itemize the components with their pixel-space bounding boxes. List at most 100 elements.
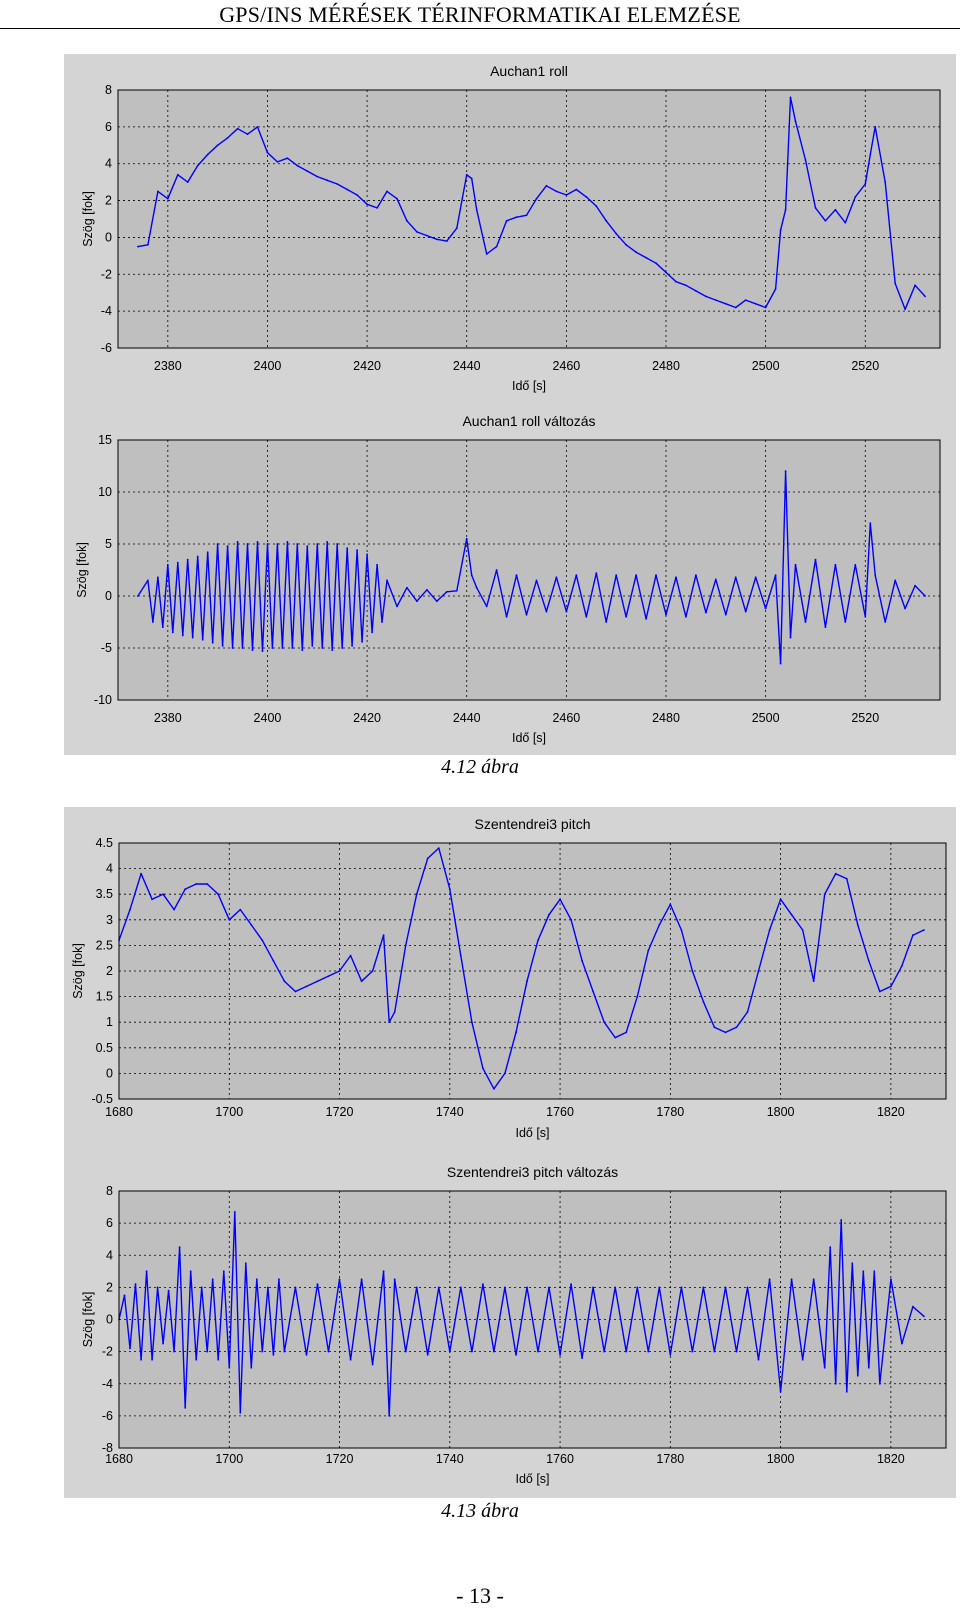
data-point	[605, 219, 608, 222]
x-axis-label: Idő [s]	[515, 1472, 549, 1486]
data-point	[123, 1294, 126, 1297]
x-tick-label: 2380	[154, 359, 182, 373]
y-tick-label: 3	[106, 913, 113, 927]
x-tick-label: 1800	[767, 1105, 795, 1119]
data-point	[162, 1342, 164, 1345]
y-tick-label: 4.5	[96, 836, 113, 850]
data-point	[393, 1278, 396, 1281]
y-tick-label: 10	[98, 485, 112, 499]
data-point	[603, 1021, 606, 1024]
data-point	[779, 898, 782, 901]
data-point	[338, 970, 341, 972]
data-point	[655, 574, 657, 577]
y-tick-label: 8	[105, 83, 112, 97]
data-point	[784, 208, 787, 211]
data-point	[884, 181, 887, 183]
data-point	[864, 183, 867, 185]
data-point	[595, 572, 598, 574]
data-point	[305, 1353, 308, 1356]
data-point	[191, 636, 194, 639]
data-point	[764, 607, 767, 610]
data-point	[406, 586, 408, 589]
data-point	[246, 133, 249, 136]
data-point	[360, 980, 363, 983]
data-point	[680, 1286, 683, 1289]
data-point	[669, 903, 672, 906]
data-point	[151, 898, 153, 901]
data-point	[744, 299, 747, 301]
x-tick-label: 2400	[254, 711, 282, 725]
data-point	[894, 579, 897, 582]
data-point	[757, 1358, 760, 1361]
data-point	[294, 1286, 297, 1289]
data-point	[386, 190, 388, 193]
data-point	[166, 563, 169, 566]
data-point	[321, 647, 324, 649]
y-tick-label: 15	[98, 433, 112, 447]
y-tick-label: -2	[101, 267, 112, 281]
data-point	[326, 541, 329, 543]
data-point	[376, 207, 378, 209]
data-point	[261, 650, 264, 652]
data-point	[222, 1270, 225, 1273]
data-point	[236, 541, 239, 543]
plot-area	[117, 439, 941, 701]
data-point	[311, 645, 314, 647]
data-point	[635, 251, 637, 254]
data-point	[537, 939, 539, 942]
data-point	[575, 574, 578, 577]
x-tick-label: 1680	[105, 1105, 133, 1119]
data-point	[283, 980, 286, 983]
data-point	[746, 1011, 749, 1013]
data-point	[691, 1350, 694, 1353]
data-point	[505, 615, 508, 618]
data-point	[834, 208, 837, 211]
data-point	[702, 1286, 705, 1289]
x-tick-label: 2480	[652, 359, 680, 373]
y-tick-label: -8	[102, 1441, 113, 1455]
data-point	[844, 221, 847, 224]
x-tick-label: 2420	[353, 359, 381, 373]
data-point	[504, 1286, 506, 1289]
data-point	[382, 1270, 385, 1273]
data-point	[406, 219, 408, 222]
data-point	[768, 929, 771, 931]
x-tick-label: 2440	[453, 359, 481, 373]
data-point	[801, 1358, 804, 1361]
data-point	[829, 1246, 832, 1249]
data-point	[912, 1305, 914, 1308]
data-point	[790, 1278, 793, 1281]
data-point	[526, 980, 528, 983]
x-tick-label: 2400	[254, 359, 282, 373]
data-point	[581, 1357, 583, 1359]
y-tick-label: 1.5	[96, 990, 113, 1004]
data-point	[239, 1411, 242, 1414]
data-point	[206, 883, 209, 885]
data-point	[189, 1270, 192, 1273]
data-point	[228, 1366, 231, 1369]
data-point	[525, 613, 528, 616]
x-tick-label: 1800	[767, 1452, 795, 1466]
y-tick-label: 5	[105, 537, 112, 551]
data-point	[873, 1270, 876, 1273]
data-point	[296, 543, 299, 545]
data-point	[705, 295, 707, 298]
data-point	[845, 877, 848, 880]
data-point	[471, 1021, 473, 1024]
data-point	[426, 234, 428, 237]
data-point	[250, 924, 253, 926]
data-point	[735, 1026, 738, 1029]
data-point	[526, 1286, 528, 1289]
page-number: - 13 -	[456, 1583, 504, 1608]
data-point	[445, 240, 448, 243]
data-point	[173, 908, 175, 911]
data-point	[356, 549, 358, 552]
data-point	[545, 184, 548, 187]
data-point	[801, 929, 804, 931]
data-point	[371, 1363, 374, 1366]
data-point	[435, 600, 438, 603]
data-point	[181, 634, 184, 637]
data-point	[286, 541, 289, 543]
data-point	[195, 883, 198, 885]
data-point	[448, 888, 451, 890]
